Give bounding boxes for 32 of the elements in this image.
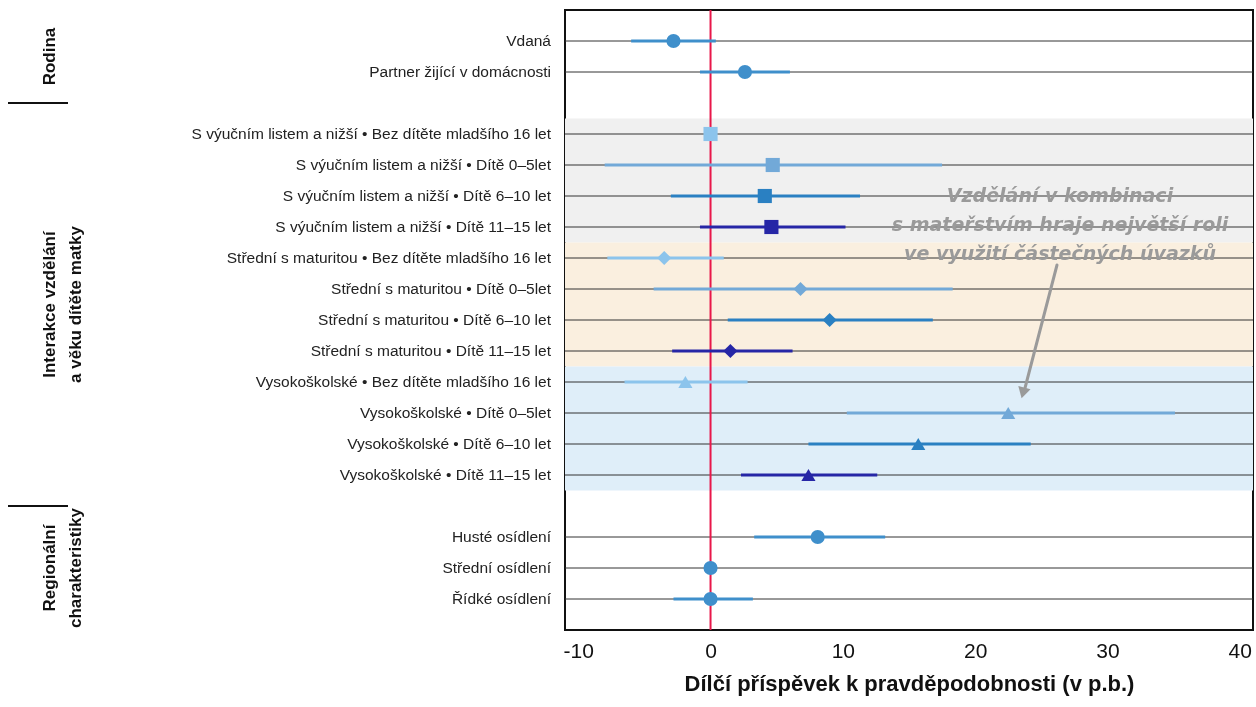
y-tick-label: Vysokoškolské • Dítě 6–10 let <box>347 435 552 452</box>
point <box>810 529 825 545</box>
text: Regionální charakteristiky <box>40 507 85 629</box>
x-tick-label: 20 <box>963 638 988 662</box>
y-tick-label: Vysokoškolské • Dítě 11–15 let <box>339 466 552 483</box>
y-tick-label: Střední osídlení <box>442 559 552 576</box>
point <box>737 64 753 80</box>
y-tick-label: Střední s maturitou • Dítě 0–5let <box>331 280 552 297</box>
x-tick-label: 0 <box>705 638 717 662</box>
y-tick-label: Vdaná <box>506 32 552 49</box>
y-tick-label: Řídké osídlení <box>451 590 552 607</box>
y-tick-label: Střední s maturitou • Bez dítěte mladšího 16 let <box>226 249 552 266</box>
y-tick-label: Vysokoškolské • Dítě 0–5let <box>360 404 552 421</box>
x-axis-title: Dílčí příspěvek k pravděpodobnosti (v p.b.) <box>684 670 1135 696</box>
y-tick-label: Husté osídlení <box>451 528 552 545</box>
y-tick-label: Střední s maturitou • Dítě 11–15 let <box>310 342 552 359</box>
y-tick-label: S výučním listem a nižší • Bez dítěte mladšího 16 let <box>191 125 552 142</box>
y-tick-label: Střední s maturitou • Dítě 6–10 let <box>318 311 552 328</box>
text: Rodina <box>40 27 59 86</box>
x-tick-label: 30 <box>1096 638 1120 662</box>
text: Interakce vzdělání a věku dítěte matky <box>40 225 85 383</box>
y-tick-label: S výučním listem a nižší • Dítě 0–5let <box>295 156 552 173</box>
x-tick-label: 10 <box>831 638 856 662</box>
point <box>666 33 681 49</box>
y-tick-label: S výučním listem a nižší • Dítě 6–10 let <box>282 187 552 204</box>
point <box>703 591 718 607</box>
y-tick-label: Partner žijící v domácnosti <box>369 63 551 80</box>
y-tick-label: S výučním listem a nižší • Dítě 11–15 let <box>275 218 552 235</box>
y-tick-label: Vysokoškolské • Bez dítěte mladšího 16 let <box>255 373 552 390</box>
point <box>703 560 718 576</box>
x-tick-label: -10 <box>563 638 594 662</box>
x-tick-label: 40 <box>1228 638 1252 662</box>
